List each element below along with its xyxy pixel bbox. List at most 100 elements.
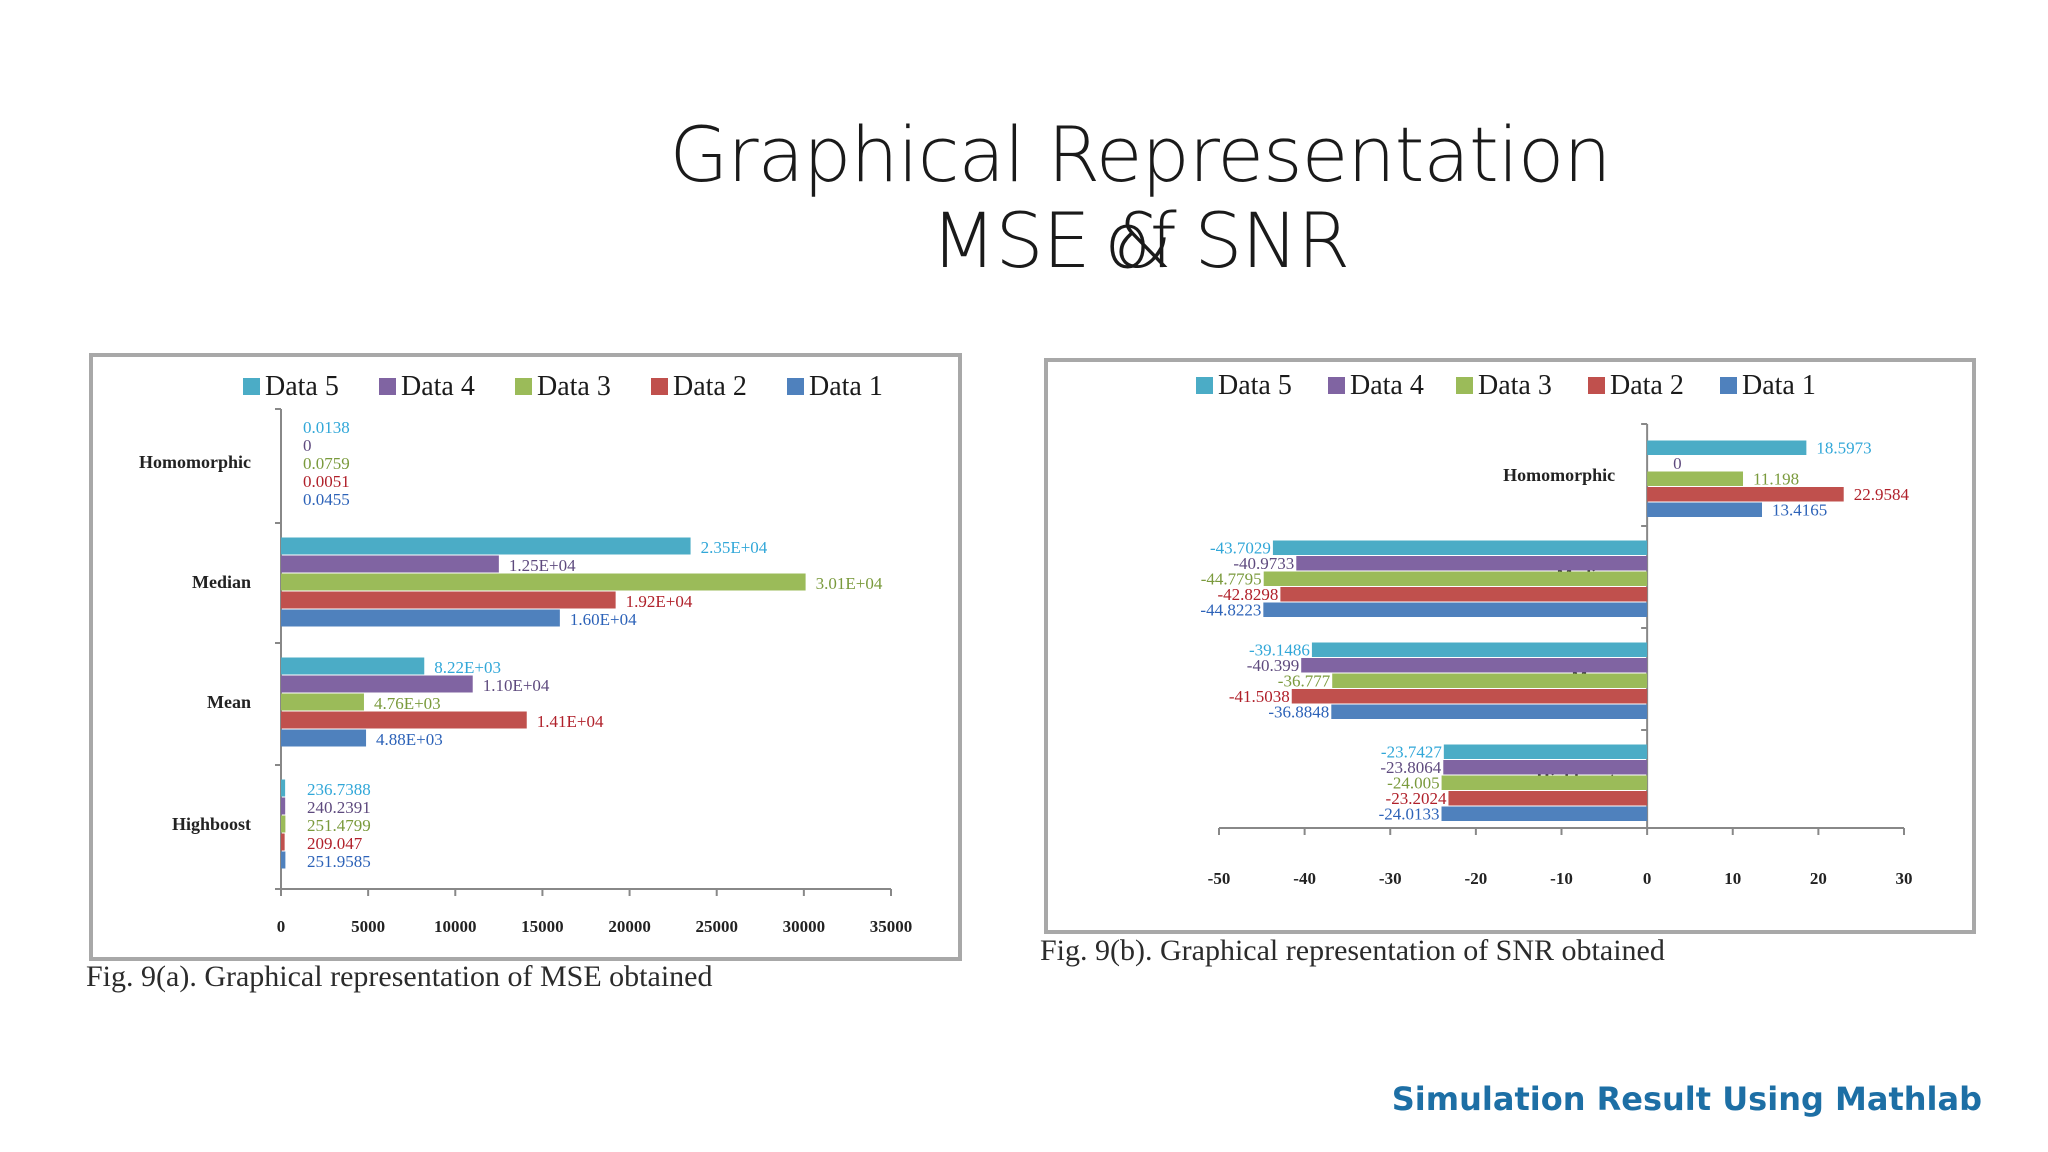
snr-x-tick-label: -10 bbox=[1550, 869, 1573, 888]
mse-value-label-data-4-highboost: 240.2391 bbox=[307, 798, 371, 817]
mse-x-tick-label: 5000 bbox=[351, 917, 385, 936]
mse-bar-data-3-highboost bbox=[281, 815, 286, 833]
slide-title-line-1: Graphical Representation of bbox=[669, 110, 1611, 285]
mse-value-label-data-5-homomorphic: 0.0138 bbox=[303, 418, 350, 437]
snr-value-label-data-5-highboost: -23.7427 bbox=[1381, 743, 1442, 762]
snr-legend-label-data-4: Data 4 bbox=[1350, 370, 1424, 401]
snr-value-label-data-4-homomorphic: 0 bbox=[1673, 454, 1682, 473]
mse-x-tick-label: 20000 bbox=[608, 917, 651, 936]
mse-legend-label-data-4: Data 4 bbox=[401, 371, 475, 402]
snr-value-label-data-1-homomorphic: 13.4165 bbox=[1772, 501, 1827, 520]
snr-value-label-data-2-mean: -41.5038 bbox=[1229, 687, 1290, 706]
mse-legend-label-data-5: Data 5 bbox=[265, 371, 339, 402]
mse-x-tick-label: 15000 bbox=[521, 917, 564, 936]
snr-bar-data-4-median bbox=[1296, 556, 1648, 571]
mse-x-tick-label: 35000 bbox=[870, 917, 913, 936]
snr-legend-swatch-data-4 bbox=[1328, 377, 1345, 394]
snr-value-label-data-1-median: -44.8223 bbox=[1200, 601, 1261, 620]
snr-bar-data-1-homomorphic bbox=[1647, 502, 1763, 517]
snr-x-tick-label: 30 bbox=[1896, 869, 1913, 888]
mse-legend-label-data-1: Data 1 bbox=[809, 371, 883, 402]
mse-bar-data-1-mean bbox=[281, 729, 367, 747]
mse-bar-data-3-mean bbox=[281, 693, 364, 711]
snr-bar-data-1-mean bbox=[1331, 704, 1648, 719]
mse-legend-swatch-data-4 bbox=[379, 378, 396, 395]
mse-value-label-data-5-median: 2.35E+04 bbox=[701, 538, 768, 557]
mse-value-label-data-2-median: 1.92E+04 bbox=[626, 592, 693, 611]
snr-value-label-data-2-homomorphic: 22.9584 bbox=[1854, 485, 1910, 504]
mse-x-tick-label: 30000 bbox=[783, 917, 826, 936]
snr-x-tick-label: 20 bbox=[1810, 869, 1827, 888]
snr-bar-data-3-mean bbox=[1332, 673, 1648, 688]
snr-bar-data-2-homomorphic bbox=[1647, 487, 1844, 502]
mse-value-label-data-3-mean: 4.76E+03 bbox=[374, 694, 441, 713]
snr-bar-data-4-mean bbox=[1301, 658, 1648, 673]
snr-value-label-data-2-median: -42.8298 bbox=[1217, 585, 1278, 604]
snr-value-label-data-3-mean: -36.777 bbox=[1278, 672, 1331, 691]
snr-bar-data-1-highboost bbox=[1441, 806, 1648, 821]
mse-bar-data-5-mean bbox=[281, 657, 425, 675]
mse-value-label-data-5-mean: 8.22E+03 bbox=[434, 658, 501, 677]
snr-bar-data-1-median bbox=[1263, 602, 1648, 617]
snr-bar-data-3-homomorphic bbox=[1647, 471, 1744, 486]
mse-category-label-homomorphic: Homomorphic bbox=[139, 452, 251, 472]
mse-bar-data-4-median bbox=[281, 555, 499, 573]
footer-text: Simulation Result Using Mathlab bbox=[1391, 1080, 1982, 1118]
mse-bar-data-1-highboost bbox=[281, 851, 286, 869]
mse-value-label-data-4-median: 1.25E+04 bbox=[509, 556, 576, 575]
snr-bar-data-2-median bbox=[1280, 587, 1648, 602]
mse-value-label-data-3-homomorphic: 0.0759 bbox=[303, 454, 350, 473]
snr-value-label-data-4-highboost: -23.8064 bbox=[1380, 758, 1441, 777]
snr-value-label-data-3-homomorphic: 11.198 bbox=[1753, 470, 1799, 489]
snr-legend-swatch-data-1 bbox=[1720, 377, 1737, 394]
mse-legend-label-data-3: Data 3 bbox=[537, 371, 611, 402]
snr-bar-data-5-highboost bbox=[1443, 744, 1648, 759]
snr-x-tick-label: -40 bbox=[1293, 869, 1316, 888]
snr-bar-data-2-mean bbox=[1291, 689, 1648, 704]
mse-bar-data-2-highboost bbox=[281, 833, 285, 851]
snr-bar-data-5-mean bbox=[1311, 642, 1648, 657]
mse-legend-swatch-data-3 bbox=[515, 378, 532, 395]
mse-bar-data-3-median bbox=[281, 573, 806, 591]
mse-value-label-data-1-median: 1.60E+04 bbox=[570, 610, 637, 629]
mse-value-label-data-3-median: 3.01E+04 bbox=[816, 574, 883, 593]
snr-bar-data-2-highboost bbox=[1448, 791, 1648, 806]
snr-caption: Fig. 9(b). Graphical representation of S… bbox=[1040, 934, 1665, 967]
snr-value-label-data-5-homomorphic: 18.5973 bbox=[1816, 439, 1871, 458]
snr-legend-label-data-3: Data 3 bbox=[1478, 370, 1552, 401]
mse-bar-data-2-median bbox=[281, 591, 616, 609]
snr-value-label-data-1-highboost: -24.0133 bbox=[1379, 805, 1440, 824]
mse-category-label-median: Median bbox=[192, 572, 251, 592]
snr-legend-swatch-data-2 bbox=[1588, 377, 1605, 394]
mse-bar-data-1-median bbox=[281, 609, 560, 627]
snr-legend-swatch-data-3 bbox=[1456, 377, 1473, 394]
snr-value-label-data-4-mean: -40.399 bbox=[1247, 656, 1299, 675]
snr-bar-data-5-homomorphic bbox=[1647, 440, 1807, 455]
snr-x-tick-label: 0 bbox=[1643, 869, 1652, 888]
snr-x-tick-label: -30 bbox=[1379, 869, 1402, 888]
slide-title-line-2: MSE & SNR bbox=[930, 196, 1350, 285]
mse-bar-data-5-highboost bbox=[281, 779, 286, 797]
snr-value-label-data-3-highboost: -24.005 bbox=[1387, 774, 1439, 793]
mse-legend-swatch-data-1 bbox=[787, 378, 804, 395]
mse-bar-data-4-highboost bbox=[281, 797, 286, 815]
mse-category-label-highboost: Highboost bbox=[172, 814, 251, 834]
snr-legend-label-data-5: Data 5 bbox=[1218, 370, 1292, 401]
snr-chart: Data 5 Data 4 Data 3 Data 2 Data 1 -50 -40 -30 -… bbox=[1196, 370, 1913, 888]
mse-value-label-data-3-highboost: 251.4799 bbox=[307, 816, 371, 835]
mse-value-label-data-4-mean: 1.10E+04 bbox=[483, 676, 550, 695]
snr-value-label-data-3-median: -44.7795 bbox=[1201, 570, 1262, 589]
snr-bar-data-3-median bbox=[1263, 571, 1648, 586]
snr-legend-swatch-data-5 bbox=[1196, 377, 1213, 394]
mse-bar-data-2-mean bbox=[281, 711, 527, 729]
snr-bar-data-3-highboost bbox=[1441, 775, 1648, 790]
snr-value-label-data-1-mean: -36.8848 bbox=[1268, 703, 1329, 722]
snr-value-label-data-5-median: -43.7029 bbox=[1210, 539, 1271, 558]
mse-value-label-data-2-homomorphic: 0.0051 bbox=[303, 472, 350, 491]
snr-x-tick-label: -20 bbox=[1465, 869, 1488, 888]
mse-value-label-data-1-highboost: 251.9585 bbox=[307, 852, 371, 871]
snr-bar-data-4-highboost bbox=[1443, 760, 1648, 775]
mse-chart: Data 5 Data 4 Data 3 Data 2 Data 1 0 5000 10000… bbox=[139, 371, 913, 936]
mse-value-label-data-1-mean: 4.88E+03 bbox=[376, 730, 443, 749]
snr-category-label-homomorphic: Homomorphic bbox=[1503, 465, 1615, 485]
